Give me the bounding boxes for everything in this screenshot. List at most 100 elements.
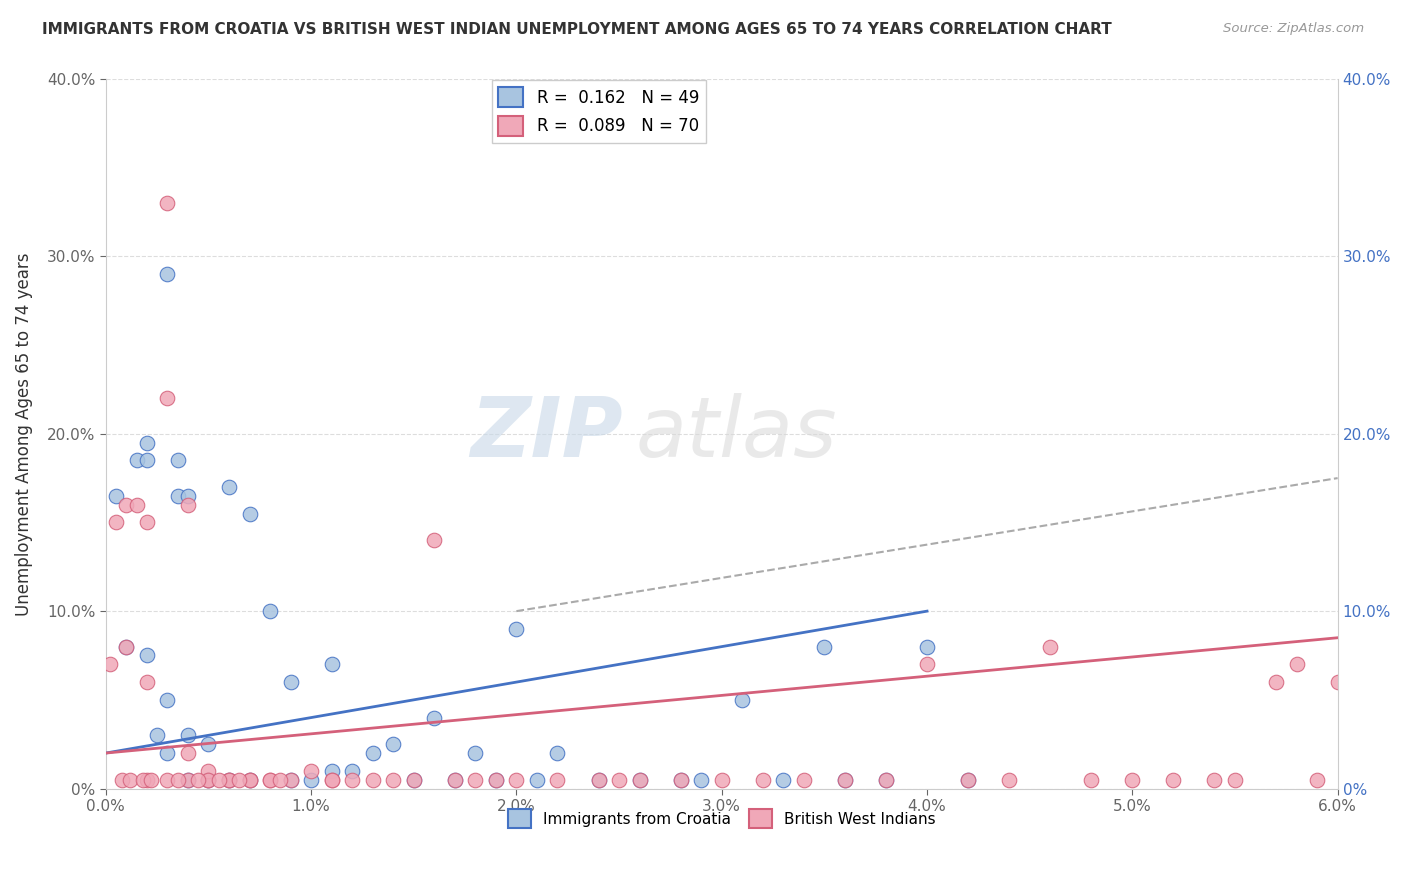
Point xyxy=(690,772,713,787)
Point xyxy=(546,772,568,787)
Point xyxy=(1204,772,1226,787)
Point xyxy=(505,622,527,636)
Point xyxy=(321,657,343,672)
Point xyxy=(505,772,527,787)
Text: Source: ZipAtlas.com: Source: ZipAtlas.com xyxy=(1223,22,1364,36)
Point xyxy=(197,764,219,778)
Point xyxy=(238,772,260,787)
Point xyxy=(259,604,281,618)
Point xyxy=(321,772,343,787)
Point xyxy=(166,489,188,503)
Point xyxy=(321,764,343,778)
Point xyxy=(187,772,209,787)
Point xyxy=(139,772,162,787)
Point xyxy=(669,772,692,787)
Point xyxy=(218,772,240,787)
Point xyxy=(546,746,568,760)
Point xyxy=(915,640,938,654)
Point xyxy=(957,772,980,787)
Point xyxy=(135,772,157,787)
Point xyxy=(1265,675,1288,690)
Point xyxy=(177,772,200,787)
Point xyxy=(177,489,200,503)
Point xyxy=(752,772,775,787)
Point xyxy=(218,480,240,494)
Point xyxy=(1326,675,1348,690)
Point xyxy=(957,772,980,787)
Text: IMMIGRANTS FROM CROATIA VS BRITISH WEST INDIAN UNEMPLOYMENT AMONG AGES 65 TO 74 : IMMIGRANTS FROM CROATIA VS BRITISH WEST … xyxy=(42,22,1112,37)
Point xyxy=(238,772,260,787)
Point xyxy=(485,772,508,787)
Point xyxy=(915,657,938,672)
Point xyxy=(259,772,281,787)
Point xyxy=(710,772,733,787)
Point xyxy=(269,772,291,787)
Point xyxy=(485,772,508,787)
Point xyxy=(280,772,302,787)
Point xyxy=(1121,772,1143,787)
Point xyxy=(299,772,322,787)
Point xyxy=(156,772,179,787)
Point xyxy=(218,772,240,787)
Point xyxy=(382,772,405,787)
Point xyxy=(464,746,486,760)
Point xyxy=(156,267,179,281)
Point xyxy=(1368,772,1391,787)
Point xyxy=(423,710,446,724)
Point xyxy=(259,772,281,787)
Point xyxy=(628,772,651,787)
Point xyxy=(813,640,835,654)
Point xyxy=(443,772,465,787)
Point xyxy=(166,453,188,467)
Point xyxy=(177,498,200,512)
Point xyxy=(218,772,240,787)
Point xyxy=(464,772,486,787)
Point xyxy=(135,648,157,663)
Point xyxy=(146,728,169,742)
Point xyxy=(120,772,142,787)
Text: atlas: atlas xyxy=(636,393,837,475)
Point xyxy=(402,772,425,787)
Point xyxy=(166,772,188,787)
Point xyxy=(238,507,260,521)
Point xyxy=(321,772,343,787)
Point xyxy=(875,772,897,787)
Point xyxy=(443,772,465,787)
Point xyxy=(382,737,405,751)
Point xyxy=(132,772,155,787)
Point xyxy=(607,772,630,787)
Text: ZIP: ZIP xyxy=(471,393,623,475)
Point xyxy=(135,435,157,450)
Point xyxy=(111,772,134,787)
Point xyxy=(998,772,1021,787)
Point xyxy=(177,728,200,742)
Point xyxy=(1306,772,1329,787)
Point xyxy=(228,772,250,787)
Point xyxy=(628,772,651,787)
Point xyxy=(135,453,157,467)
Point xyxy=(1285,657,1308,672)
Point xyxy=(238,772,260,787)
Point xyxy=(156,196,179,211)
Point xyxy=(361,772,384,787)
Point xyxy=(402,772,425,787)
Legend: Immigrants from Croatia, British West Indians: Immigrants from Croatia, British West In… xyxy=(502,803,942,834)
Point xyxy=(834,772,856,787)
Point xyxy=(115,498,138,512)
Point xyxy=(115,640,138,654)
Y-axis label: Unemployment Among Ages 65 to 74 years: Unemployment Among Ages 65 to 74 years xyxy=(15,252,32,615)
Point xyxy=(340,764,363,778)
Point xyxy=(156,693,179,707)
Point xyxy=(1163,772,1185,787)
Point xyxy=(423,533,446,548)
Point xyxy=(834,772,856,787)
Point xyxy=(125,498,148,512)
Point xyxy=(115,640,138,654)
Point xyxy=(1080,772,1102,787)
Point xyxy=(177,772,200,787)
Point xyxy=(197,772,219,787)
Point xyxy=(197,737,219,751)
Point xyxy=(280,675,302,690)
Point xyxy=(125,453,148,467)
Point xyxy=(875,772,897,787)
